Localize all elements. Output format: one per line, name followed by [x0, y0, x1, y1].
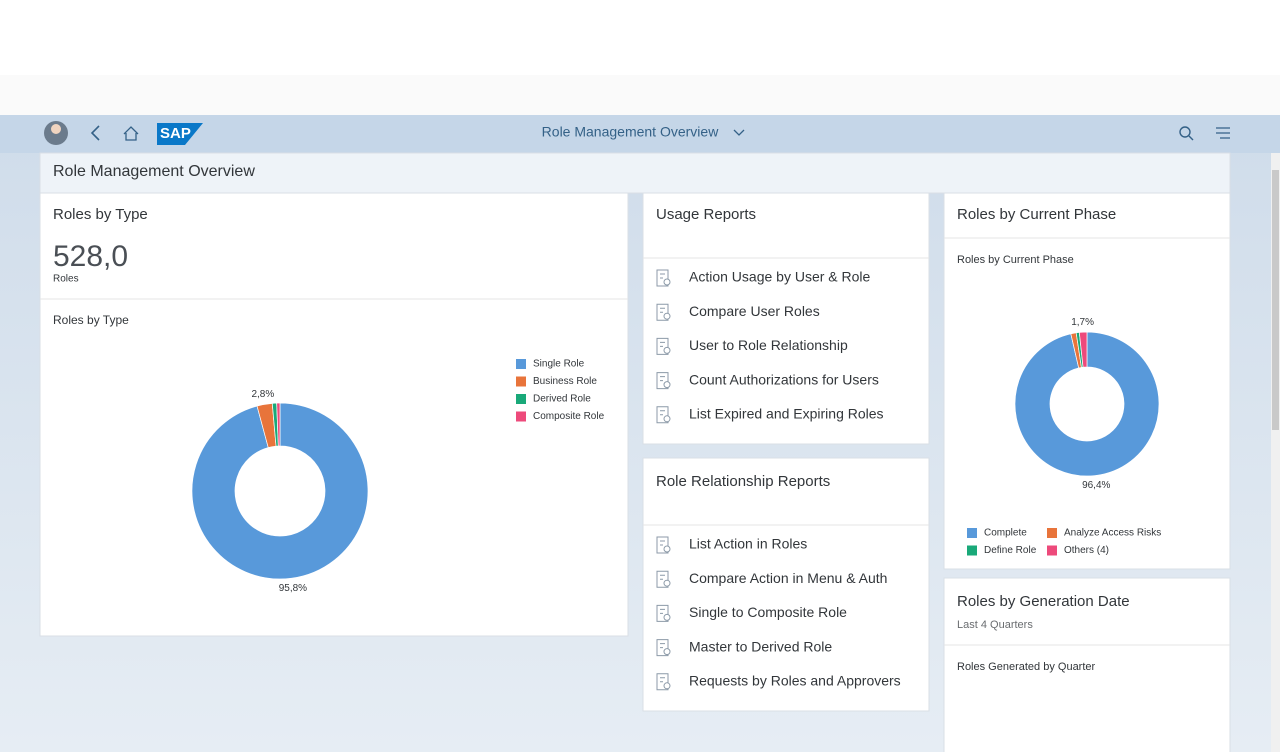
- donut-slice[interactable]: [1014, 331, 1160, 477]
- card-title: Roles by Current Phase: [957, 206, 1116, 223]
- legend-swatch: [516, 411, 526, 422]
- slice-label: 96,4%: [1082, 480, 1110, 491]
- report-link[interactable]: List Expired and Expiring Roles: [689, 406, 884, 422]
- search-handle: [1188, 135, 1194, 141]
- chart-title: Roles by Type: [53, 313, 129, 327]
- scrollbar: [1271, 153, 1280, 752]
- kpi-value: 528,0: [53, 240, 128, 273]
- menu-button[interactable]: [1216, 127, 1230, 139]
- legend-label[interactable]: Others (4): [1064, 545, 1109, 556]
- slice-label: 2,8%: [251, 389, 274, 400]
- report-icon-lens: [663, 682, 671, 690]
- report-link[interactable]: Master to Derived Role: [689, 638, 832, 654]
- report-icon: [656, 536, 669, 554]
- kpi-unit: Roles: [53, 274, 79, 285]
- report-link[interactable]: Compare User Roles: [689, 303, 820, 319]
- top-strip: [0, 0, 1280, 75]
- shell-bar: [0, 115, 1280, 153]
- page-title: Role Management Overview: [53, 163, 255, 180]
- report-icon: [656, 673, 669, 691]
- report-icon: [656, 639, 669, 657]
- legend-label[interactable]: Derived Role: [533, 394, 591, 405]
- card-subtitle: Last 4 Quarters: [957, 619, 1033, 631]
- legend-label[interactable]: Composite Role: [533, 411, 605, 422]
- card-title: Role Relationship Reports: [656, 473, 830, 490]
- report-link[interactable]: Compare Action in Menu & Auth: [689, 570, 887, 586]
- chart-title: Roles Generated by Quarter: [957, 661, 1096, 673]
- report-link[interactable]: Count Authorizations for Users: [689, 371, 879, 387]
- card-title: Roles by Type: [53, 206, 148, 223]
- legend-swatch: [1047, 528, 1057, 538]
- report-icon-lens: [663, 415, 671, 423]
- report-icon-lens: [663, 346, 671, 354]
- report-icon: [656, 337, 669, 355]
- avatar-face: [51, 124, 61, 134]
- search-button[interactable]: [1179, 126, 1191, 138]
- card-title: Roles by Generation Date: [957, 593, 1130, 610]
- card-relationship: [642, 457, 930, 712]
- shell-title[interactable]: Role Management Overview: [542, 124, 720, 140]
- report-icon-lens: [663, 648, 671, 656]
- legend-swatch: [516, 359, 526, 369]
- scroll-thumb[interactable]: [1272, 170, 1279, 430]
- donut-slice[interactable]: [1078, 331, 1088, 368]
- card-generation[interactable]: [943, 577, 1231, 752]
- report-icon: [656, 406, 669, 424]
- card-roles-type[interactable]: [39, 192, 629, 637]
- card-usage: [642, 192, 930, 445]
- legend-swatch: [516, 376, 526, 387]
- report-icon: [656, 570, 669, 588]
- legend-swatch: [1047, 545, 1057, 556]
- slice-label: 95,8%: [279, 583, 307, 594]
- report-link[interactable]: Requests by Roles and Approvers: [689, 673, 901, 689]
- report-link[interactable]: List Action in Roles: [689, 536, 807, 552]
- back-button[interactable]: [90, 125, 100, 141]
- card-title: Usage Reports: [656, 206, 756, 223]
- report-link[interactable]: Action Usage by User & Role: [689, 269, 871, 285]
- report-icon-lens: [663, 381, 671, 389]
- sap-logo-text: SAP: [160, 125, 191, 142]
- page-header: [39, 152, 1231, 194]
- report-link[interactable]: User to Role Relationship: [689, 337, 848, 353]
- report-icon-lens: [663, 613, 671, 621]
- report-icon-lens: [663, 312, 671, 320]
- legend-swatch: [967, 528, 977, 538]
- report-icon: [656, 372, 669, 390]
- donut-slice[interactable]: [276, 402, 281, 447]
- report-icon: [656, 604, 669, 622]
- legend-label[interactable]: Single Role: [533, 359, 585, 370]
- title-chevron[interactable]: [733, 129, 745, 136]
- legend-label[interactable]: Complete: [984, 528, 1027, 539]
- report-icon-lens: [663, 545, 671, 553]
- legend-label[interactable]: Analyze Access Risks: [1064, 528, 1161, 539]
- legend-swatch: [967, 545, 977, 556]
- legend-label[interactable]: Define Role: [984, 545, 1037, 556]
- card-phase[interactable]: [943, 192, 1231, 570]
- report-icon: [656, 303, 669, 321]
- donut-slice[interactable]: [191, 402, 369, 580]
- report-link[interactable]: Single to Composite Role: [689, 604, 847, 620]
- slice-label: 1,7%: [1071, 317, 1094, 328]
- report-icon-lens: [663, 579, 671, 587]
- report-icon: [656, 269, 669, 287]
- top-band: [0, 75, 1280, 115]
- legend-swatch: [516, 394, 526, 404]
- legend-label[interactable]: Business Role: [533, 376, 597, 387]
- sap-logo[interactable]: [157, 123, 203, 145]
- report-icon-lens: [663, 278, 671, 286]
- chart-title: Roles by Current Phase: [957, 254, 1074, 266]
- home-button[interactable]: [123, 126, 139, 141]
